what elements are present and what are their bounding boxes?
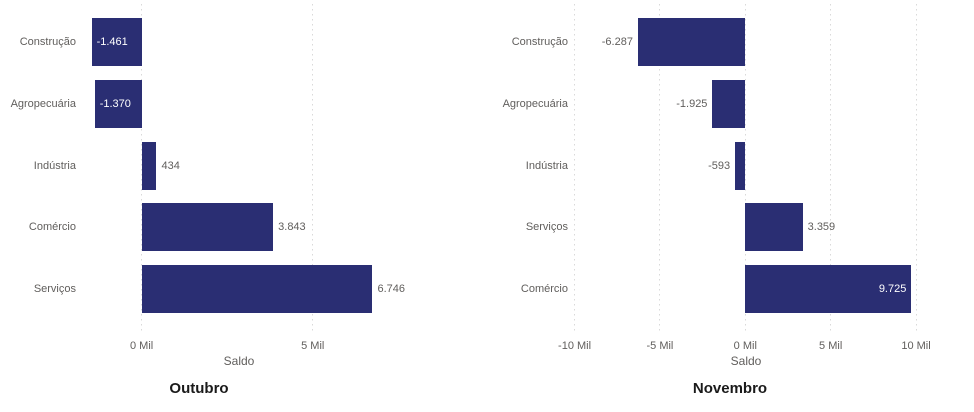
x-axis-tick-label: 0 Mil: [129, 340, 154, 352]
x-axis-tick-label: -5 Mil: [646, 340, 674, 352]
data-label-industria: 434: [161, 159, 180, 172]
category-label-industria: Indústria: [525, 159, 568, 172]
bar-novembro-construcao[interactable]: [637, 18, 746, 66]
bar-outubro-comercio[interactable]: [141, 203, 274, 252]
category-label-comercio: Comércio: [520, 283, 568, 296]
data-label-construcao: -1.461: [96, 36, 128, 48]
data-label-agropecuaria: -1.925: [676, 97, 708, 110]
gridline-novembro-5-mil: [830, 4, 832, 333]
category-label-construcao: Construção: [511, 36, 568, 48]
bar-novembro-servicos[interactable]: [745, 203, 803, 252]
x-axis-tick-label: 5 Mil: [819, 340, 843, 352]
category-label-construcao: Construção: [19, 36, 76, 48]
gridline-novembro-0-mil: [744, 4, 746, 333]
x-axis-tick-label: 5 Mil: [301, 340, 325, 352]
bar-novembro-agropecuaria[interactable]: [712, 79, 746, 128]
category-label-agropecuaria: Agropecuária: [10, 97, 76, 110]
data-label-agropecuaria: -1.370: [99, 97, 131, 110]
x-axis-tick-label: 10 Mil: [901, 340, 931, 352]
x-axis-tick-label: 0 Mil: [733, 340, 757, 352]
bar-outubro-industria[interactable]: [141, 141, 157, 190]
bar-chart-novembro: -10 Mil -5 Mil 0 Mil 5 Mil 10 Mil Construção -…: [487, 0, 974, 412]
x-axis-title-novembro: Saldo: [730, 354, 762, 368]
bar-chart-outubro: 0 Mil 5 Mil Construção -1.461 Agropecuária -1…: [10, 4, 406, 397]
bar-novembro-comercio[interactable]: [745, 265, 912, 314]
bar-outubro-agropecuaria[interactable]: [94, 79, 142, 128]
bar-outubro-servicos[interactable]: [141, 265, 373, 314]
data-label-comercio: 3.843: [278, 221, 306, 234]
gridline-novembro-10-mil: [915, 4, 917, 333]
data-label-comercio: 9.725: [878, 283, 907, 296]
data-label-servicos: 6.746: [377, 283, 406, 296]
category-label-agropecuaria: Agropecuária: [502, 97, 568, 110]
chart-title-novembro: Novembro: [692, 380, 768, 397]
data-label-servicos: 3.359: [807, 221, 836, 234]
gridline-outubro-5-mil: [312, 4, 314, 333]
gridline-novembro--10-mil: [574, 4, 576, 333]
x-axis-tick-label: -10 Mil: [558, 340, 592, 352]
bar-outubro-construcao[interactable]: [91, 18, 142, 66]
category-label-industria: Indústria: [33, 159, 76, 172]
data-label-industria: -593: [708, 159, 731, 172]
category-label-servicos: Serviços: [525, 221, 568, 234]
data-label-construcao: -6.287: [601, 36, 633, 48]
chart-title-outubro: Outubro: [169, 380, 229, 397]
x-axis-title-outubro: Saldo: [223, 354, 255, 368]
category-label-comercio: Comércio: [28, 221, 76, 234]
gridline-novembro--5-mil: [659, 4, 661, 333]
category-label-servicos: Serviços: [33, 283, 76, 296]
bar-novembro-industria[interactable]: [735, 141, 746, 190]
